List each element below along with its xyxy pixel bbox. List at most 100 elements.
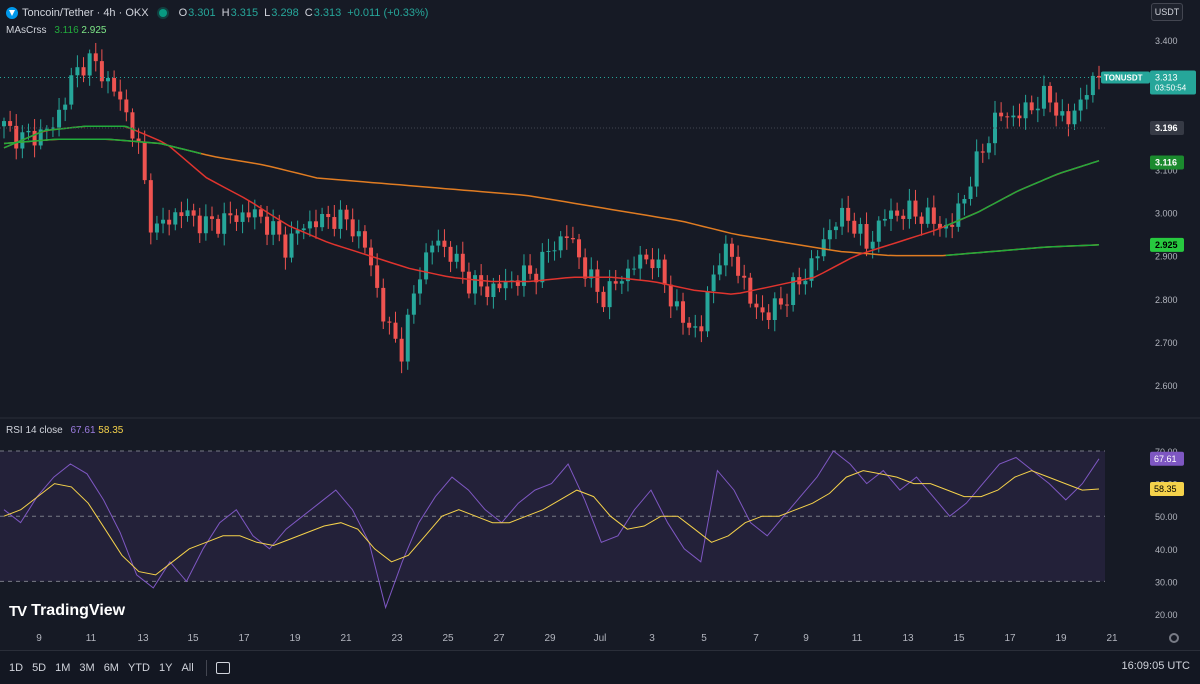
range-button[interactable]: 5D [32, 661, 47, 674]
currency-button[interactable]: USDT [1151, 3, 1183, 21]
candle-body [44, 128, 49, 130]
date-range-calendar-icon[interactable] [215, 661, 230, 674]
symbol-title[interactable]: Toncoin/Tether · 4h · OKX [22, 7, 149, 19]
settings-gear-icon[interactable] [1169, 633, 1179, 643]
candle-body [895, 210, 900, 216]
candle-body [136, 138, 141, 143]
candle-body [142, 142, 147, 181]
candle-body [1060, 111, 1065, 116]
candle-body [375, 265, 380, 288]
candle-body [638, 254, 643, 269]
candle-body [723, 243, 728, 266]
market-status-icon [158, 9, 167, 17]
ma-cross-legend[interactable]: MAsCrss 3.116 2.925 [6, 25, 106, 36]
candle-body [381, 287, 386, 322]
candle-body [185, 210, 190, 217]
open-label: O [178, 7, 188, 19]
candle-body [265, 216, 270, 235]
candle-body [69, 75, 74, 105]
bottom-toolbar: 1D 5D 1M 3M 6M YTD 1Y All 16:09:05 UTC [0, 650, 1200, 684]
candle-body [674, 301, 679, 307]
candle-body [485, 286, 490, 298]
candle-body [956, 203, 961, 227]
ma-slow-line-up [945, 244, 1100, 257]
candle-body [944, 224, 949, 229]
candle-body [430, 245, 435, 253]
candle-body [216, 218, 221, 234]
candle-body [864, 224, 869, 249]
candle-body [760, 307, 765, 313]
range-button[interactable]: YTD [127, 661, 150, 674]
price-tick-label: 2.700 [1155, 338, 1178, 348]
candle-body [417, 279, 422, 294]
candle-body [161, 219, 166, 224]
candle-body [968, 186, 973, 199]
range-button[interactable]: 6M [103, 661, 119, 674]
candle-body [986, 143, 991, 153]
candle-body [154, 223, 159, 233]
candle-body [778, 298, 783, 305]
rsi-ma-tag-text: 58.35 [1154, 484, 1177, 494]
candle-body [644, 254, 649, 260]
candle-body [258, 209, 263, 217]
time-tick-label: 23 [391, 633, 403, 644]
candle-body [295, 230, 300, 234]
candle-body [130, 112, 135, 139]
candle-body [736, 256, 741, 276]
candle-body [179, 212, 184, 217]
candle-body [993, 112, 998, 144]
level-tag-text: 3.196 [1155, 123, 1178, 133]
range-button[interactable]: All [181, 661, 194, 674]
candle-body [858, 224, 863, 234]
ma-fast-tag [1150, 155, 1184, 170]
time-tick-label: 11 [852, 633, 863, 644]
range-button[interactable]: 1D [9, 661, 24, 674]
candle-body [173, 212, 178, 225]
range-button[interactable]: 1Y [158, 661, 173, 674]
time-tick-label: Jul [594, 633, 607, 644]
time-tick-label: 15 [187, 633, 199, 644]
candle-body [448, 246, 453, 262]
candle-body [1097, 75, 1101, 78]
time-tick-label: 9 [36, 633, 42, 644]
candle-body [613, 281, 618, 284]
rsi-tag [1150, 451, 1184, 466]
candle-body [87, 53, 92, 76]
candle-body [803, 280, 808, 285]
candle-body [583, 257, 588, 279]
candle-body [711, 274, 716, 292]
candle-body [124, 99, 129, 113]
ma-slow-tag [1150, 237, 1184, 252]
ma-fast-tag-text: 3.116 [1155, 157, 1177, 167]
ma-slow-tag-text: 2.925 [1155, 240, 1178, 250]
low-label: L [264, 7, 271, 19]
clock-utc[interactable]: 16:09:05 UTC [1121, 660, 1190, 672]
rsi-tick-label: 40.00 [1155, 545, 1178, 555]
rsi-legend[interactable]: RSI 14 close 67.61 58.35 [6, 425, 123, 436]
rsi-legend-value: 67.61 [70, 425, 96, 436]
candle-body [57, 109, 62, 128]
time-tick-label: 27 [493, 633, 505, 644]
candle-body [350, 219, 355, 237]
low-value: 3.298 [271, 7, 299, 19]
candle-body [564, 236, 569, 239]
range-button[interactable]: 3M [79, 661, 95, 674]
chart-canvas[interactable]: 3.4003.3003.2003.1003.0002.9002.8002.700… [0, 0, 1200, 650]
time-tick-label: 5 [701, 633, 707, 644]
candle-body [521, 265, 526, 286]
candle-body [1084, 95, 1089, 100]
ma-fast-line [3, 125, 1100, 295]
candle-body [528, 265, 533, 274]
candle-body [75, 67, 80, 76]
price-tick-label: 3.100 [1155, 165, 1178, 175]
candle-body [650, 259, 655, 269]
candle-body [546, 250, 551, 252]
range-button[interactable]: 1M [55, 661, 71, 674]
close-value: 3.313 [313, 7, 342, 19]
candle-body [38, 129, 43, 146]
candle-body [754, 303, 759, 308]
candle-body [1011, 115, 1016, 118]
candle-body [503, 280, 508, 289]
candle-body [681, 301, 686, 323]
candle-body [632, 268, 637, 270]
